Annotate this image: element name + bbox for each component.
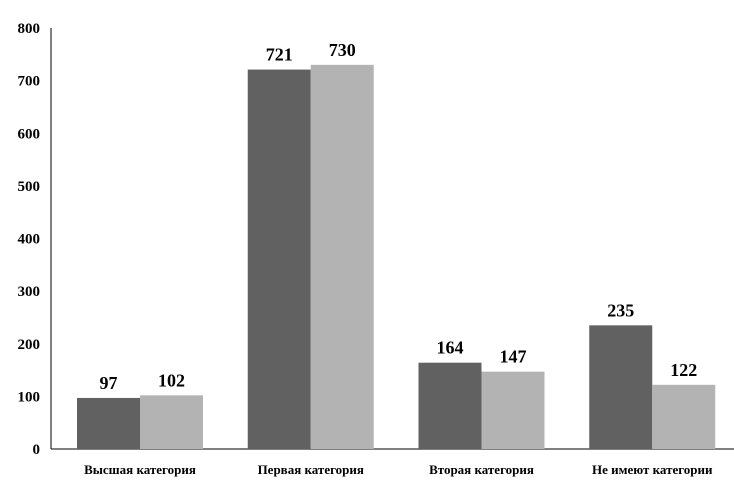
- y-tick-label: 100: [18, 389, 41, 405]
- bar-value-label: 721: [266, 45, 293, 65]
- bar: [140, 395, 203, 449]
- category-labels-group: Высшая категория Первая категория Вторая к…: [84, 462, 713, 477]
- y-tick-label: 800: [18, 21, 41, 37]
- bar: [77, 397, 140, 449]
- bar: [247, 69, 311, 449]
- y-tick-label: 0: [33, 442, 41, 458]
- data-labels-group: 97 102 721 730 164 147 235 122: [100, 40, 698, 393]
- bar-value-label: 235: [607, 300, 634, 320]
- y-tick-label: 300: [18, 284, 41, 300]
- y-tick-label: 700: [18, 74, 41, 90]
- bar: [418, 362, 482, 449]
- x-category-label: Первая категория: [258, 462, 364, 477]
- bar-value-label: 164: [437, 338, 464, 358]
- y-tick-label: 500: [18, 179, 41, 195]
- y-tick-label: 400: [18, 232, 41, 248]
- y-tick-label: 600: [18, 126, 41, 142]
- y-tick-label: 200: [18, 337, 41, 353]
- x-category-label: Высшая категория: [84, 462, 196, 477]
- x-category-label: Вторая категория: [429, 462, 534, 477]
- bar: [310, 64, 374, 450]
- bar-value-label: 97: [100, 373, 118, 393]
- y-axis-ticks: 0 100 200 300 400 500 600 700 800: [18, 21, 41, 458]
- bar: [652, 384, 716, 449]
- bar: [481, 371, 545, 449]
- bar-value-label: 147: [500, 347, 527, 367]
- bar-value-label: 102: [158, 370, 185, 390]
- bar: [589, 325, 653, 449]
- bar-value-label: 730: [329, 40, 356, 60]
- bars-group: [77, 64, 716, 450]
- x-category-label: Не имеют категории: [592, 462, 713, 477]
- bar-value-label: 122: [670, 360, 697, 380]
